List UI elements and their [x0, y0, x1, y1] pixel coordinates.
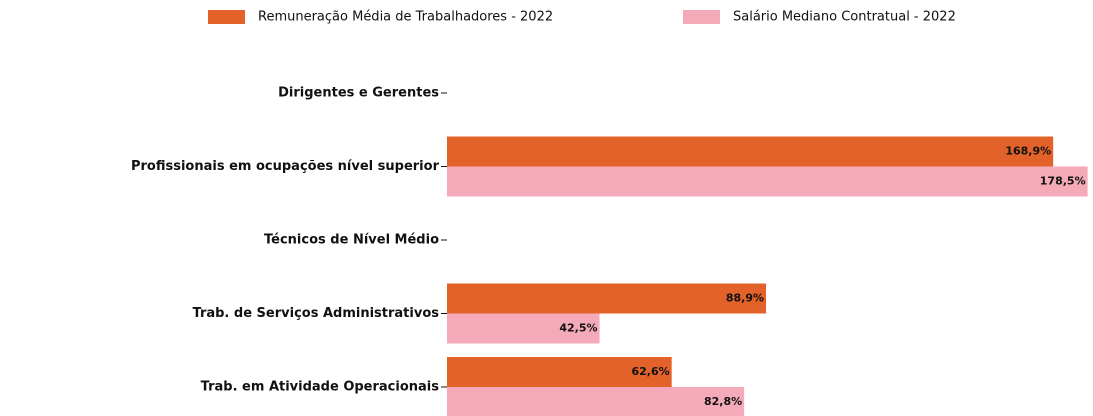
value-label: 62,6% [631, 365, 669, 378]
y-tick-label: Dirigentes e Gerentes [278, 86, 439, 101]
value-label: 82,8% [704, 395, 742, 408]
y-tick-label: Trab. de Serviços Administrativos [193, 306, 440, 321]
value-label: 42,5% [559, 322, 597, 335]
value-label: 88,9% [726, 292, 764, 305]
bar [447, 166, 1088, 197]
legend-label: Salário Mediano Contratual - 2022 [733, 10, 956, 25]
bar [447, 136, 1054, 167]
bar [447, 313, 600, 344]
y-tick-label: Técnicos de Nível Médio [264, 233, 439, 248]
bar [447, 387, 745, 416]
y-tick-label: Trab. em Atividade Operacionais [201, 380, 440, 395]
legend-swatch [683, 10, 720, 24]
legend-label: Remuneração Média de Trabalhadores - 202… [258, 10, 553, 25]
legend-swatch [208, 10, 245, 24]
bar [447, 357, 672, 387]
value-label: 178,5% [1040, 175, 1086, 188]
bar [447, 283, 767, 314]
y-tick-label: Profissionais em ocupações nível superio… [131, 159, 440, 174]
value-label: 168,9% [1005, 145, 1051, 158]
